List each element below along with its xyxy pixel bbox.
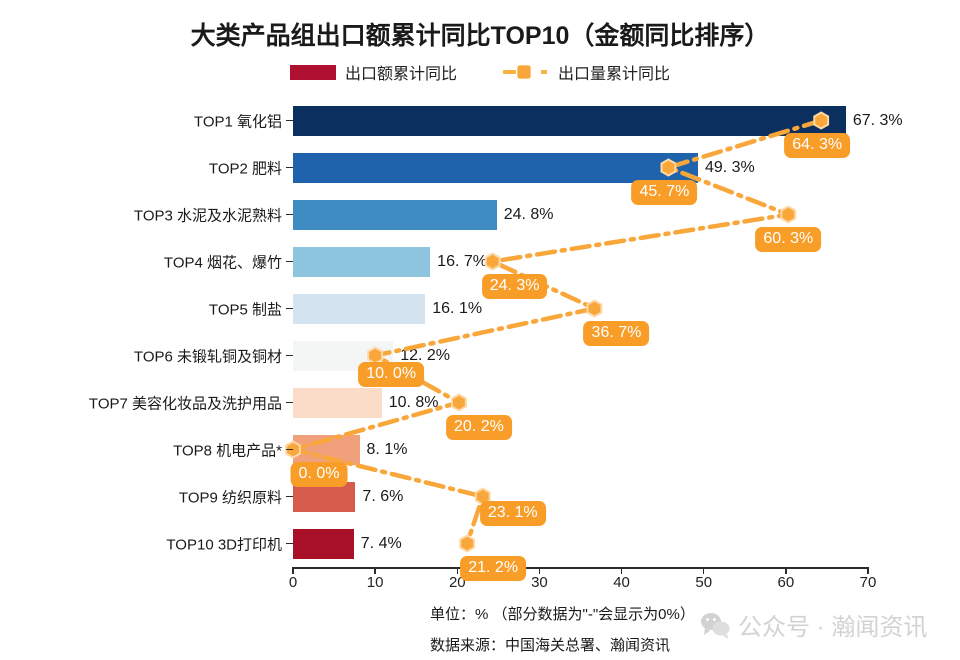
bar-value-label-4: 16. 7% — [437, 252, 487, 270]
x-axis-tick-label-1: 10 — [366, 574, 384, 591]
bar-3[interactable] — [293, 199, 497, 230]
watermark-text: 公众号 · 瀚闻资讯 — [738, 614, 928, 641]
bar-1[interactable] — [293, 105, 846, 136]
x-axis-tick-5 — [702, 567, 705, 574]
line-marker-3[interactable] — [780, 205, 797, 224]
x-axis-tick-1 — [374, 567, 376, 574]
bar-5[interactable] — [293, 293, 426, 324]
watermark: 公众号 · 瀚闻资讯 — [700, 607, 927, 642]
y-axis-category-labels: TOP1 氧化铝 TOP2 肥料 TOP3 水泥及水泥熟料 TOP4 烟花、爆竹 TOP… — [0, 0, 282, 660]
line-point-label-5: 36. 7% — [583, 320, 650, 346]
x-axis-tick-7 — [867, 567, 869, 574]
y-axis-tick-7 — [286, 401, 293, 404]
line-marker-10[interactable] — [459, 534, 476, 553]
y-axis-tick-3 — [286, 213, 293, 216]
bar-value-label-9: 7. 6% — [362, 487, 404, 505]
bar-2[interactable] — [293, 152, 698, 183]
wechat-icon — [701, 612, 730, 639]
line-point-label-7: 20. 2% — [446, 414, 512, 440]
bar-7[interactable] — [293, 387, 382, 418]
line-point-label-10: 21. 2% — [460, 555, 527, 581]
y-axis-tick-1 — [286, 119, 293, 122]
y-axis-tick-10 — [286, 542, 293, 545]
x-axis-line — [293, 567, 868, 569]
y-axis-label-10: TOP10 3D打印机 — [166, 536, 282, 553]
line-point-label-3: 60. 3% — [755, 226, 822, 252]
x-axis-tick-6 — [785, 567, 787, 574]
y-axis-tick-8 — [286, 448, 293, 451]
legend-label-bar: 出口额累计同比 — [344, 66, 457, 83]
legend-item-bar[interactable]: 出口额累计同比 — [289, 60, 457, 84]
y-axis-label-3: TOP3 水泥及水泥熟料 — [133, 207, 282, 224]
y-axis-label-9: TOP9 纺织原料 — [178, 489, 282, 506]
y-axis-tick-6 — [286, 354, 293, 357]
y-axis-label-6: TOP6 未锻轧铜及铜材 — [133, 348, 282, 365]
x-axis-tick-2 — [456, 567, 459, 574]
y-axis-label-2: TOP2 肥料 — [208, 160, 282, 177]
chart-legend: 出口额累计同比 出口量累计同比 — [0, 60, 960, 84]
line-marker-5[interactable] — [586, 299, 603, 318]
x-axis-tick-label-3: 30 — [531, 574, 548, 591]
line-marker-7[interactable] — [451, 393, 467, 412]
y-axis-tick-2 — [286, 166, 293, 169]
x-axis-tick-label-0: 0 — [288, 574, 298, 591]
bar-10[interactable] — [293, 528, 354, 559]
line-series-path — [290, 118, 824, 546]
bar-value-label-7: 10. 8% — [388, 393, 439, 411]
y-axis-tick-9 — [286, 495, 293, 498]
unit-note: 单位：% （部分数据为"-"会显示为0%） — [430, 606, 695, 623]
line-point-label-8: 0. 0% — [290, 461, 348, 487]
bar-value-label-2: 49. 3% — [704, 158, 755, 176]
bar-value-label-3: 24. 8% — [503, 205, 554, 223]
y-axis-tick-5 — [286, 307, 293, 310]
x-axis-tick-label-6: 60 — [777, 574, 795, 591]
x-axis-tick-label-7: 70 — [859, 574, 877, 591]
line-point-label-1: 64. 3% — [784, 132, 851, 158]
source-note: 数据来源：中国海关总署、瀚闻资讯 — [430, 637, 671, 654]
legend-bar-swatch-icon — [289, 64, 336, 80]
legend-line-swatch-icon — [503, 64, 549, 80]
legend-label-line: 出口量累计同比 — [558, 66, 671, 83]
line-point-label-9: 23. 1% — [479, 500, 546, 526]
line-marker-4[interactable] — [484, 252, 501, 271]
bar-8[interactable] — [293, 434, 360, 465]
bar-value-label-8: 8. 1% — [366, 440, 408, 458]
bar-4[interactable] — [293, 246, 431, 277]
y-axis-label-4: TOP4 烟花、爆竹 — [163, 254, 282, 271]
y-axis-label-8: TOP8 机电产品* — [173, 442, 282, 459]
y-axis-label-1: TOP1 氧化铝 — [193, 113, 282, 130]
chart-title: 大类产品组出口额累计同比TOP10（金额同比排序） — [190, 22, 770, 50]
legend-item-line[interactable]: 出口量累计同比 — [503, 60, 670, 84]
y-axis-label-5: TOP5 制盐 — [208, 301, 282, 318]
y-axis-label-7: TOP7 美容化妆品及洗护用品 — [88, 395, 282, 412]
line-point-label-2: 45. 7% — [631, 179, 698, 205]
bar-value-label-1: 67. 3% — [852, 111, 903, 129]
x-axis-tick-0 — [292, 567, 294, 574]
x-axis-tick-label-5: 50 — [695, 574, 713, 591]
x-axis-tick-4 — [620, 567, 623, 574]
x-axis-tick-label-4: 40 — [613, 574, 630, 591]
y-axis-tick-4 — [286, 260, 293, 263]
line-point-label-6: 10. 0% — [358, 361, 425, 387]
x-axis-tick-3 — [538, 567, 541, 574]
line-point-label-4: 24. 3% — [481, 273, 548, 299]
bar-value-label-5: 16. 1% — [432, 299, 483, 317]
bar-value-label-10: 7. 4% — [360, 534, 402, 552]
